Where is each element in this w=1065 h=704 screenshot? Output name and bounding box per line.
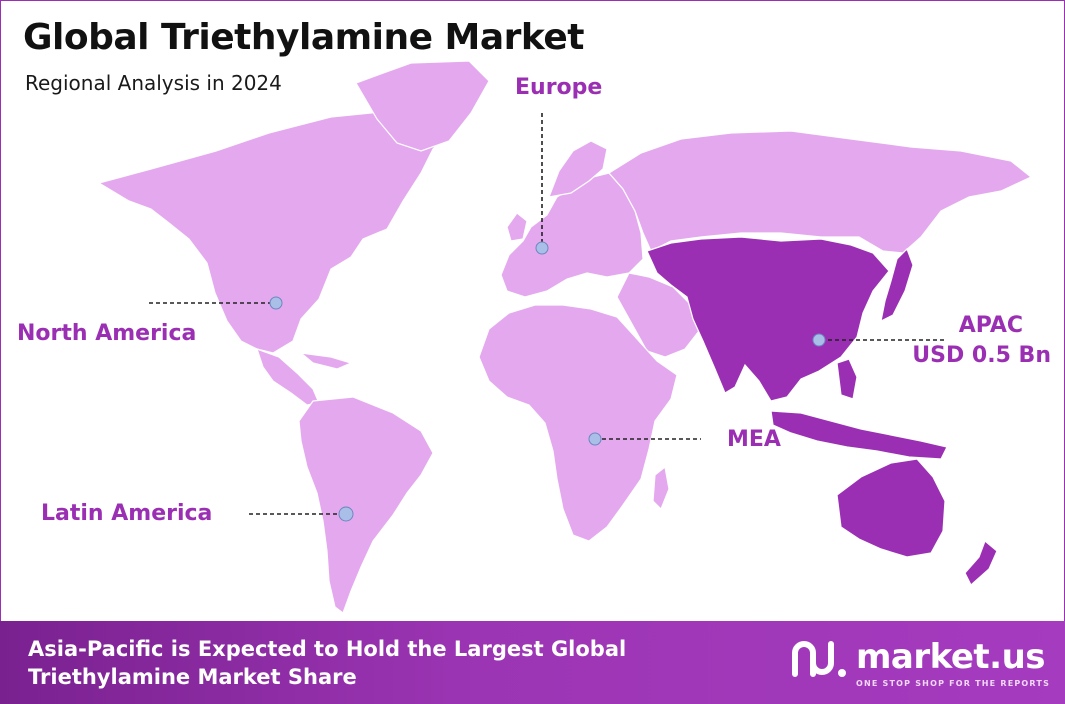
europe-marker [535,241,549,255]
footer-banner: Asia-Pacific is Expected to Hold the Lar… [0,621,1065,704]
apac-value: USD 0.5 Bn [912,343,1051,368]
australia-region [836,458,946,558]
mea-marker [588,432,602,446]
footer-line-2: Triethylamine Market Share [28,665,357,689]
new-zealand-region [964,539,998,586]
apac-region [646,236,890,402]
mea-label: MEA [727,427,781,452]
latin-america-label: Latin America [41,501,213,526]
scandinavia-region [548,140,608,198]
greenland-region [355,60,490,152]
footer-line-1: Asia-Pacific is Expected to Hold the Lar… [28,637,627,661]
page-subtitle: Regional Analysis in 2024 [25,71,282,95]
latin-america-marker [338,506,354,522]
uk-region [506,212,528,242]
page-title: Global Triethylamine Market [23,17,585,58]
caribbean-region [299,352,353,370]
japan-region [880,247,914,323]
apac-marker [812,333,826,347]
latin-america-region [298,396,434,614]
middle-east-region [616,272,700,358]
apac-label: APAC [958,313,1023,338]
north-america-region [97,110,454,354]
southeast-asia-islands-region [770,410,948,460]
north-america-label: North America [17,321,197,346]
market-us-logo: market.us ONE STOP SHOP FOR THE REPORTS [790,637,1049,693]
russia-region [608,130,1033,254]
europe-label: Europe [515,75,603,100]
madagascar-region [652,465,670,511]
mea-region [478,304,678,542]
logo-name: market.us [856,637,1046,677]
footer-statement: Asia-Pacific is Expected to Hold the Lar… [28,635,728,691]
north-america-marker [269,296,283,310]
market-us-logo-icon [792,641,846,677]
philippines-region [836,358,858,400]
logo-tagline: ONE STOP SHOP FOR THE REPORTS [856,679,1051,688]
